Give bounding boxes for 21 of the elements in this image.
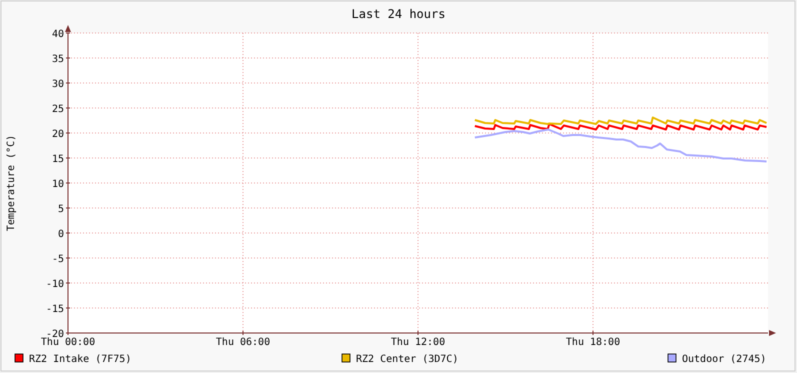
y-tick-label: 25	[52, 104, 64, 115]
x-tick-label: Thu 06:00	[216, 337, 270, 348]
y-axis-title: Temperature (°C)	[6, 134, 17, 232]
y-tick-label: 35	[52, 54, 64, 65]
legend-label: Outdoor (2745)	[682, 354, 766, 365]
y-tick-label: -15	[46, 304, 64, 315]
y-tick-label: -5	[52, 254, 64, 265]
legend-label: RZ2 Center (3D7C)	[356, 354, 458, 365]
legend-label: RZ2 Intake (7F75)	[29, 354, 132, 365]
y-tick-label: 20	[52, 129, 64, 140]
x-tick-label: Thu 00:00	[40, 337, 96, 348]
y-tick-label: 15	[52, 154, 64, 165]
y-tick-label: 40	[52, 29, 64, 40]
x-tick-label: Thu 18:00	[566, 337, 620, 348]
x-tick-label: Thu 12:00	[390, 337, 446, 348]
y-tick-label: 10	[52, 179, 64, 190]
y-tick-label: 0	[58, 229, 64, 240]
y-tick-label: 30	[52, 79, 64, 90]
y-tick-label: -10	[46, 279, 64, 290]
y-tick-label: 5	[58, 204, 64, 215]
chart-title: Last 24 hours	[352, 7, 446, 21]
